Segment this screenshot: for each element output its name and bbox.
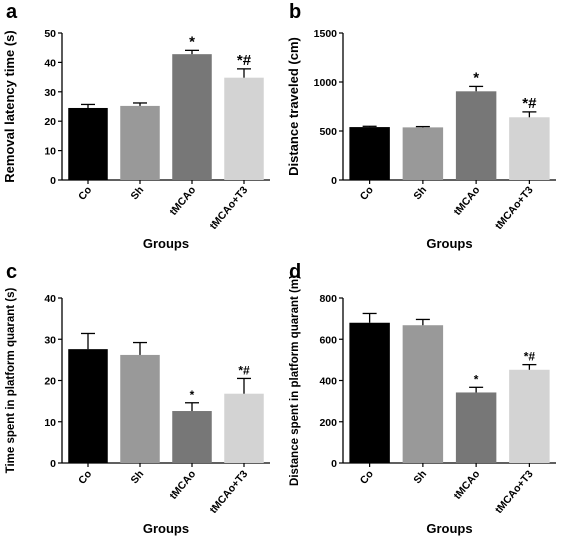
category-label: tMCAo [451,184,482,218]
significance-label: * [190,388,195,402]
y-axis-label: Time spent in platform quarant (s) [5,287,17,473]
bar [402,127,444,180]
y-tick-label: 40 [44,293,56,305]
bar [455,392,497,463]
y-tick-label: 10 [44,417,56,429]
panel-letter-a: a [6,1,18,23]
bar [68,349,108,463]
bar [68,107,108,180]
y-tick-label: 0 [331,175,337,187]
category-label: tMCAo+T3 [208,184,251,232]
category-label: Co [76,468,94,486]
significance-label: * [474,372,479,386]
bar [402,325,444,463]
significance-label: *# [524,350,536,364]
y-axis-label: Removal latency time (s) [2,30,17,182]
y-axis-label: Distance traveled (cm) [286,37,301,176]
category-label: Co [358,468,376,486]
x-axis-label: Groups [143,521,189,536]
category-label: Sh [411,184,429,202]
category-label: Sh [128,468,146,486]
y-tick-label: 800 [319,293,337,305]
category-label: tMCAo+T3 [493,184,536,232]
bar [509,369,550,463]
panel-letter-c: c [6,261,17,283]
significance-label: * [473,69,479,86]
significance-label: * [189,33,195,50]
panel-letter-b: b [289,1,301,23]
bar [455,91,497,180]
category-label: tMCAo [167,184,198,218]
category-label: Sh [411,468,429,486]
bar [120,354,160,463]
bar [224,393,264,463]
category-label: Co [358,184,376,202]
y-tick-label: 20 [44,116,56,128]
y-tick-label: 500 [319,126,337,138]
y-tick-label: 0 [50,175,56,187]
y-tick-label: 1500 [314,28,338,40]
panel-a: a Removal latency time (s) Groups 0 10 20 3… [2,1,270,251]
y-tick-label: 20 [44,376,56,388]
x-axis-label: Groups [143,236,189,251]
x-axis-label: Groups [426,521,472,536]
y-tick-label: 40 [44,57,56,69]
significance-label: *# [522,95,537,112]
y-tick-label: 10 [44,146,56,158]
category-label: Sh [128,184,146,202]
x-axis-label: Groups [426,236,472,251]
panel-c: c Time spent in platform quarant (s) Gro… [5,261,270,536]
y-tick-label: 30 [44,87,56,99]
category-label: tMCAo [451,468,482,502]
bar [349,127,390,180]
y-tick-label: 400 [319,376,337,388]
y-tick-label: 600 [319,334,337,346]
significance-label: *# [238,363,250,377]
bar [349,322,390,463]
category-label: Co [76,184,94,202]
y-tick-label: 1000 [314,77,338,89]
y-tick-label: 200 [319,417,337,429]
y-tick-label: 30 [44,334,56,346]
category-label: tMCAo+T3 [208,468,251,516]
bar [172,411,212,463]
y-tick-label: 50 [44,28,56,40]
y-tick-label: 0 [331,458,337,470]
bar [120,105,160,180]
y-axis-label: Distance spent in platform quarant (m) [289,275,301,486]
panel-letter-d: d [289,261,301,283]
category-label: tMCAo [167,468,198,502]
bar [224,77,264,180]
bar [172,54,212,180]
panel-b: b Distance traveled (cm) Groups 0 500 1000… [286,1,556,251]
panel-d: d Distance spent in platform quarant (m)… [289,261,556,536]
y-tick-label: 0 [50,458,56,470]
significance-label: *# [237,52,252,69]
bar [509,117,550,180]
category-label: tMCAo+T3 [493,468,536,516]
